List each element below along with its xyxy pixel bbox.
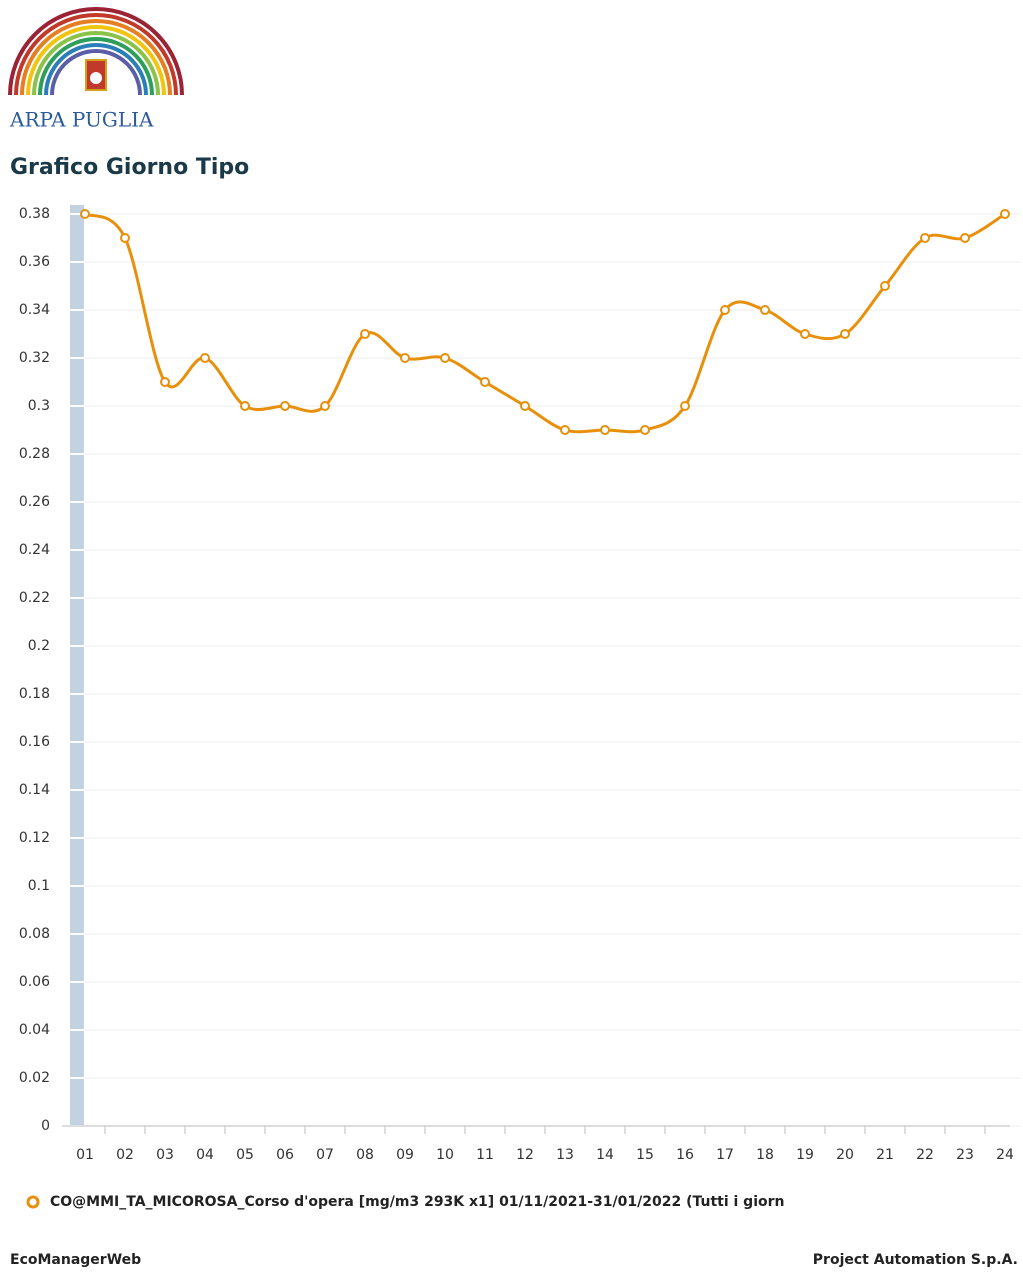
point (760, 305, 770, 315)
axis-band (70, 205, 84, 1126)
x-tick-label: 03 (156, 1147, 174, 1163)
y-tick-label: 0.06 (19, 974, 50, 990)
x-tick-label: 18 (756, 1147, 774, 1163)
x-tick-label: 20 (836, 1147, 854, 1163)
point (360, 329, 370, 339)
y-tick-label: 0.2 (28, 638, 50, 654)
legend-symbol (26, 1195, 40, 1209)
y-tick-label: 0.26 (19, 494, 50, 510)
point (640, 425, 650, 435)
x-tick-label: 23 (956, 1147, 974, 1163)
x-tick-label: 17 (716, 1147, 734, 1163)
x-tick-label: 01 (76, 1147, 94, 1163)
point (960, 233, 970, 243)
chart-title: Grafico Giorno Tipo (10, 155, 249, 180)
point (880, 281, 890, 291)
point (280, 401, 290, 411)
y-tick-label: 0.24 (19, 542, 50, 558)
point (560, 425, 570, 435)
legend-label: CO@MMI_TA_MICOROSA_Corso d'opera [mg/m3 … (50, 1194, 784, 1210)
point (840, 329, 850, 339)
point (480, 377, 490, 387)
point (80, 209, 90, 219)
x-tick-label: 11 (476, 1147, 494, 1163)
logo-text: ARPA PUGLIA (9, 108, 154, 132)
x-tick-label: 16 (676, 1147, 694, 1163)
y-tick-label: 0.18 (19, 686, 50, 702)
x-tick-label: 06 (276, 1147, 294, 1163)
y-tick-label: 0.08 (19, 926, 50, 942)
point (600, 425, 610, 435)
y-tick-label: 0.22 (19, 590, 50, 606)
point (200, 353, 210, 363)
x-tick-label: 13 (556, 1147, 574, 1163)
y-tick-label: 0.12 (19, 830, 50, 846)
point (680, 401, 690, 411)
y-tick-label: 0.02 (19, 1070, 50, 1086)
point (720, 305, 730, 315)
series-line (84, 212, 1006, 434)
y-tick-label: 0.16 (19, 734, 50, 750)
point (520, 401, 530, 411)
y-tick-label: 0.14 (19, 782, 50, 798)
x-tick-label: 08 (356, 1147, 374, 1163)
logo (8, 7, 184, 96)
x-tick-label: 24 (996, 1147, 1014, 1163)
point (320, 401, 330, 411)
x-tick-label: 14 (596, 1147, 614, 1163)
x-tick-label: 15 (636, 1147, 654, 1163)
point (920, 233, 930, 243)
x-tick-label: 10 (436, 1147, 454, 1163)
x-tick-label: 05 (236, 1147, 254, 1163)
x-tick-label: 19 (796, 1147, 814, 1163)
y-tick-label: 0.38 (19, 206, 50, 222)
x-tick-label: 22 (916, 1147, 934, 1163)
x-tick-label: 12 (516, 1147, 534, 1163)
y-tick-label: 0.28 (19, 446, 50, 462)
point (240, 401, 250, 411)
point (400, 353, 410, 363)
y-tick-label: 0 (41, 1118, 50, 1134)
y-tick-label: 0.32 (19, 350, 50, 366)
y-tick-label: 0.1 (28, 878, 50, 894)
x-tick-label: 04 (196, 1147, 214, 1163)
y-tick-label: 0.36 (19, 254, 50, 270)
footer-left: EcoManagerWeb (10, 1252, 141, 1268)
point (440, 353, 450, 363)
x-tick-label: 09 (396, 1147, 414, 1163)
x-tick-label: 21 (876, 1147, 894, 1163)
y-tick-label: 0.04 (19, 1022, 50, 1038)
point (160, 377, 170, 387)
y-tick-label: 0.34 (19, 302, 50, 318)
point (800, 329, 810, 339)
point (120, 233, 130, 243)
y-tick-label: 0.3 (28, 398, 50, 414)
x-tick-label: 02 (116, 1147, 134, 1163)
point (1000, 209, 1010, 219)
x-tick-label: 07 (316, 1147, 334, 1163)
footer-right: Project Automation S.p.A. (813, 1252, 1018, 1268)
